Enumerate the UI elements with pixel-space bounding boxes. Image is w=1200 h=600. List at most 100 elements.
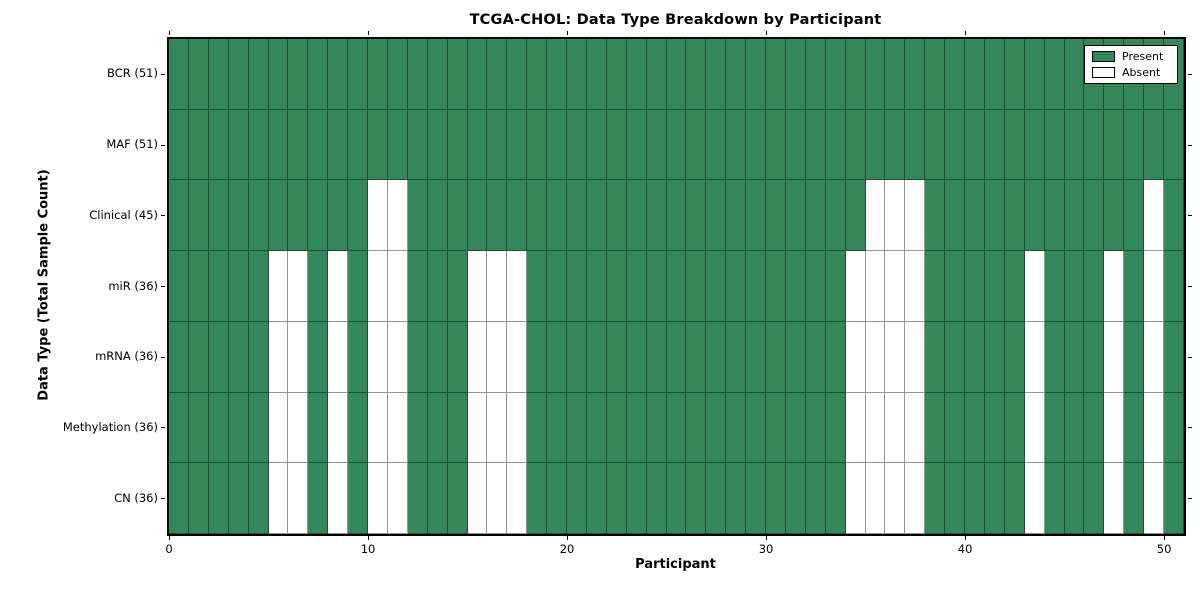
heatmap-cell bbox=[547, 180, 568, 252]
x-tick bbox=[765, 536, 767, 540]
heatmap-cell bbox=[865, 39, 886, 110]
heatmap-cell bbox=[586, 321, 607, 393]
heatmap-cell bbox=[368, 109, 388, 181]
y-tick-label: Clinical (45) bbox=[89, 207, 158, 222]
legend-entry-present: Present bbox=[1092, 51, 1170, 62]
heatmap-cell bbox=[188, 392, 209, 464]
heatmap-cell bbox=[1044, 109, 1065, 181]
heatmap-cell bbox=[626, 251, 647, 322]
heatmap-cell bbox=[228, 463, 249, 534]
heatmap-cell bbox=[507, 392, 528, 464]
heatmap-cell bbox=[746, 251, 767, 322]
heatmap-cell bbox=[1004, 392, 1025, 464]
heatmap-cell bbox=[984, 251, 1005, 322]
absent-swatch-icon bbox=[1092, 67, 1115, 78]
heatmap-cell bbox=[507, 463, 528, 534]
heatmap-cell bbox=[387, 180, 408, 252]
heatmap-cell bbox=[348, 251, 369, 322]
x-tick-top bbox=[168, 31, 170, 35]
heatmap-cell bbox=[427, 251, 448, 322]
heatmap-cell bbox=[308, 321, 329, 393]
heatmap-cell bbox=[726, 251, 747, 322]
heatmap-cell bbox=[606, 251, 627, 322]
heatmap-cell bbox=[1164, 180, 1184, 252]
y-tick-right bbox=[1188, 286, 1192, 287]
heatmap-cell bbox=[726, 392, 747, 464]
heatmap-cell bbox=[1044, 463, 1065, 534]
x-tick bbox=[168, 536, 170, 540]
x-tick bbox=[1163, 536, 1165, 540]
heatmap-cell bbox=[825, 321, 846, 393]
heatmap-cell bbox=[208, 39, 229, 110]
heatmap-cell bbox=[646, 392, 667, 464]
heatmap-cell bbox=[706, 251, 727, 322]
heatmap-cell bbox=[865, 109, 886, 181]
heatmap-cell bbox=[586, 180, 607, 252]
heatmap-cell bbox=[825, 180, 846, 252]
heatmap-cell bbox=[268, 251, 289, 322]
heatmap-cell bbox=[467, 392, 488, 464]
heatmap-cell bbox=[646, 321, 667, 393]
heatmap-cell bbox=[268, 39, 289, 110]
heatmap-cell bbox=[328, 251, 349, 322]
heatmap-cell bbox=[328, 321, 349, 393]
heatmap-cell bbox=[1084, 463, 1105, 534]
heatmap-cell bbox=[447, 321, 468, 393]
heatmap-cell bbox=[984, 392, 1005, 464]
heatmap-cell bbox=[945, 251, 966, 322]
heatmap-cell bbox=[527, 251, 548, 322]
heatmap-cell bbox=[1124, 392, 1145, 464]
heatmap-cell bbox=[288, 392, 309, 464]
heatmap-cell bbox=[905, 321, 926, 393]
heatmap-cell bbox=[766, 109, 786, 181]
heatmap-cell bbox=[308, 39, 329, 110]
heatmap-cell bbox=[547, 463, 568, 534]
heatmap-cell bbox=[845, 39, 866, 110]
heatmap-cell bbox=[208, 392, 229, 464]
heatmap-cell bbox=[746, 392, 767, 464]
heatmap-cell bbox=[348, 321, 369, 393]
heatmap-cell bbox=[706, 39, 727, 110]
heatmap-cell bbox=[865, 180, 886, 252]
heatmap-cell bbox=[1084, 109, 1105, 181]
heatmap-cell bbox=[487, 39, 508, 110]
heatmap-cell bbox=[348, 392, 369, 464]
heatmap-cell bbox=[586, 251, 607, 322]
heatmap-cell bbox=[805, 109, 826, 181]
heatmap-cell bbox=[1104, 109, 1125, 181]
heatmap-cell bbox=[1124, 321, 1145, 393]
heatmap-cell bbox=[348, 109, 369, 181]
heatmap-cell bbox=[706, 463, 727, 534]
heatmap-cell bbox=[666, 109, 687, 181]
heatmap-cell bbox=[1044, 251, 1065, 322]
heatmap-cell bbox=[268, 392, 289, 464]
heatmap-cell bbox=[1124, 463, 1145, 534]
heatmap-cell bbox=[1024, 39, 1045, 110]
heatmap-cell bbox=[208, 321, 229, 393]
heatmap-cell bbox=[984, 180, 1005, 252]
heatmap-cell bbox=[626, 109, 647, 181]
heatmap-cell bbox=[865, 251, 886, 322]
heatmap-cell bbox=[427, 109, 448, 181]
heatmap-cell bbox=[965, 321, 985, 393]
heatmap-cell bbox=[248, 251, 269, 322]
y-tick bbox=[161, 286, 165, 287]
heatmap-cell bbox=[427, 392, 448, 464]
heatmap-cell bbox=[447, 463, 468, 534]
heatmap-cell bbox=[785, 180, 806, 252]
heatmap-cell bbox=[467, 463, 488, 534]
heatmap-plot-area bbox=[167, 37, 1186, 536]
heatmap-cell bbox=[368, 251, 388, 322]
heatmap-cell bbox=[666, 463, 687, 534]
heatmap-cell bbox=[228, 392, 249, 464]
heatmap-cell bbox=[427, 321, 448, 393]
chart-title: TCGA-CHOL: Data Type Breakdown by Partic… bbox=[469, 12, 882, 28]
heatmap-cell bbox=[905, 109, 926, 181]
heatmap-cell bbox=[1144, 180, 1165, 252]
heatmap-cell bbox=[746, 109, 767, 181]
heatmap-cell bbox=[407, 251, 428, 322]
heatmap-cell bbox=[268, 109, 289, 181]
heatmap-cell bbox=[407, 463, 428, 534]
heatmap-cell bbox=[1004, 321, 1025, 393]
heatmap-cell bbox=[865, 321, 886, 393]
